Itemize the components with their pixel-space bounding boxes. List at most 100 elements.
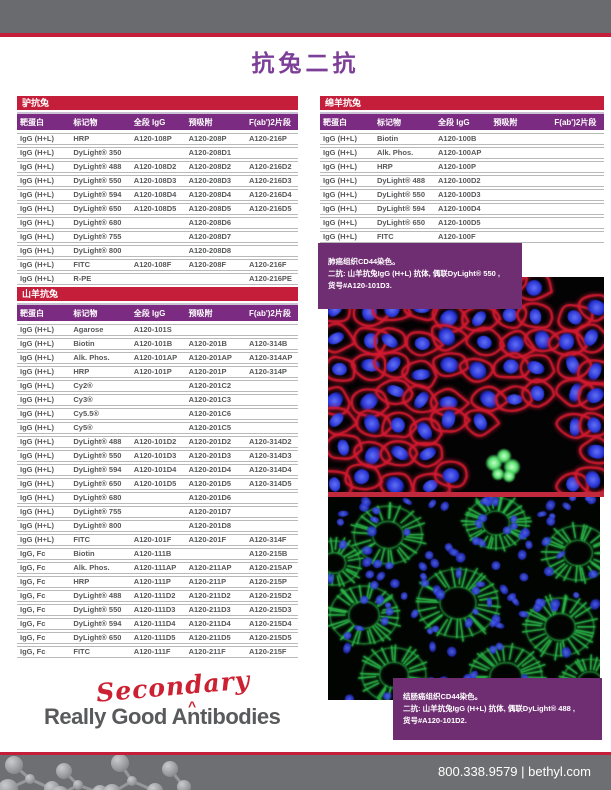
table-cell: IgG (H+L) bbox=[20, 325, 54, 334]
table-cell: FITC bbox=[73, 535, 91, 544]
table-cell: A120-111B bbox=[133, 549, 172, 558]
table-row: IgG (H+L) FITC A120-108F A120-208F A120-216F bbox=[17, 259, 298, 271]
table-cell: A120-211F bbox=[188, 647, 226, 656]
table-cell: A120-108D5 bbox=[133, 204, 177, 213]
table-cell: DyLight® 550 bbox=[376, 190, 425, 199]
table-cell: A120-215D4 bbox=[248, 619, 292, 628]
table-cell: A120-314D5 bbox=[248, 479, 292, 488]
table-cell: HRP bbox=[73, 367, 90, 376]
table-cell: IgG (H+L) bbox=[323, 232, 357, 241]
logo-secondary-script: Secondary bbox=[95, 665, 252, 708]
table-cell: DyLight® 488 bbox=[73, 437, 122, 446]
caption-line: 二抗: 山羊抗兔IgG (H+L) 抗体, 偶联DyLight® 550 , bbox=[328, 269, 500, 278]
table-row: IgG (H+L) DyLight® 800 A120-208D8 bbox=[17, 245, 298, 257]
caption-line: 货号#A120-101D3. bbox=[328, 281, 392, 290]
column-header: 靶蛋白 bbox=[323, 117, 347, 127]
table-cell: A120-201C6 bbox=[188, 409, 232, 418]
table-cell: A120-211D3 bbox=[188, 605, 231, 614]
table-cell: A120-208D5 bbox=[188, 204, 232, 213]
table-cell: A120-211D4 bbox=[188, 619, 231, 628]
table-row: IgG (H+L) Cy3® A120-201C3 bbox=[17, 394, 298, 406]
table-cell: A120-208D4 bbox=[188, 190, 232, 199]
column-header: 标记物 bbox=[73, 117, 98, 127]
table-cell: IgG (H+L) bbox=[20, 423, 54, 432]
table-cell: FITC bbox=[73, 260, 91, 269]
table-row: IgG (H+L) DyLight® 488 A120-100D2 bbox=[320, 175, 604, 187]
table-cell: A120-101D4 bbox=[133, 465, 177, 474]
column-header: 全段 IgG bbox=[133, 117, 166, 127]
logo-main-text: Really Good Antibodies bbox=[44, 704, 281, 729]
table-cell: IgG, Fc bbox=[20, 605, 46, 614]
table-cell: A120-201P bbox=[188, 367, 227, 376]
table-cell: A120-101D2 bbox=[133, 437, 177, 446]
right-column: 绵羊抗兔 靶蛋白 标记物 全段 IgG 预吸附 F(ab')2片段 IgG (H+L) B… bbox=[318, 96, 604, 756]
table-cell: IgG (H+L) bbox=[323, 162, 357, 171]
table-row: IgG (H+L) DyLight® 594 A120-108D4 A120-208D… bbox=[17, 189, 298, 201]
table-cell: A120-201D7 bbox=[188, 507, 232, 516]
table-cell: IgG (H+L) bbox=[20, 260, 54, 269]
figure-caption-dylight488: 结肠癌组织CD44染色。 二抗: 山羊抗兔IgG (H+L) 抗体, 偶联DyL… bbox=[393, 678, 602, 740]
table-cell: R-PE bbox=[73, 274, 92, 283]
table-row: IgG (H+L) Agarose A120-101S bbox=[17, 324, 298, 336]
left-column: 驴抗兔 靶蛋白 标记物 全段 IgG 预吸附 F(ab')2片段 IgG (H+L) HR… bbox=[17, 96, 298, 660]
table-cell: A120-216D3 bbox=[248, 176, 292, 185]
table-row: IgG (H+L) Cy5® A120-201C5 bbox=[17, 422, 298, 434]
table-cell: Alk. Phos. bbox=[376, 148, 414, 157]
table-row: IgG (H+L) HRP A120-100P bbox=[320, 161, 604, 173]
table-row: IgG, Fc Biotin A120-111B A120-215B bbox=[17, 548, 298, 560]
table-row: IgG (H+L) DyLight® 800 A120-201D8 bbox=[17, 520, 298, 532]
table-cell: DyLight® 800 bbox=[73, 246, 122, 255]
table-cell: A120-100B bbox=[438, 134, 477, 143]
table-cell: Cy3® bbox=[73, 395, 93, 404]
table-cell: DyLight® 650 bbox=[73, 204, 122, 213]
table-cell: A120-201D5 bbox=[188, 479, 232, 488]
table-cell: A120-314AP bbox=[248, 353, 293, 362]
table-cell: DyLight® 594 bbox=[73, 619, 122, 628]
table-cell: A120-101AP bbox=[133, 353, 178, 362]
table-cell: A120-100D2 bbox=[438, 176, 481, 185]
table-cell: A120-211D5 bbox=[188, 633, 231, 642]
table-row: IgG (H+L) DyLight® 488 A120-101D2 A120-201D… bbox=[17, 436, 298, 448]
table-cell: A120-108P bbox=[133, 134, 172, 143]
table-cell: IgG (H+L) bbox=[20, 521, 54, 530]
table-cell: IgG (H+L) bbox=[20, 395, 54, 404]
table-row: IgG (H+L) Biotin A120-100B bbox=[320, 133, 604, 145]
fluorescence-image-red bbox=[328, 277, 604, 492]
table-cell: A120-101D3 bbox=[133, 451, 177, 460]
table-cell: DyLight® 550 bbox=[73, 176, 122, 185]
table-cell: IgG (H+L) bbox=[323, 204, 357, 213]
table-row: IgG, Fc Alk. Phos. A120-111AP A120-211AP A12… bbox=[17, 562, 298, 574]
table-cell: IgG, Fc bbox=[20, 591, 46, 600]
caption-line: 二抗: 山羊抗兔IgG (H+L) 抗体, 偶联DyLight® 488 , bbox=[403, 704, 575, 713]
table-cell: A120-215D2 bbox=[248, 591, 292, 600]
table-cell: IgG (H+L) bbox=[20, 353, 54, 362]
table-cell: A120-201AP bbox=[188, 353, 232, 362]
table-header-row: 靶蛋白 标记物 全段 IgG 预吸附 F(ab')2片段 bbox=[17, 112, 298, 130]
table-cell: IgG (H+L) bbox=[323, 190, 357, 199]
table-cell: DyLight® 680 bbox=[73, 493, 122, 502]
table-cell: A120-201D6 bbox=[188, 493, 232, 502]
table-cell: Cy5.5® bbox=[73, 409, 99, 418]
table-cell: IgG (H+L) bbox=[20, 190, 54, 199]
table-row: IgG (H+L) DyLight® 755 A120-201D7 bbox=[17, 506, 298, 518]
table-cell: A120-108D2 bbox=[133, 162, 177, 171]
table-cell: IgG, Fc bbox=[20, 577, 46, 586]
table-row: IgG (H+L) R-PE A120-216PE bbox=[17, 273, 298, 285]
table-row: IgG (H+L) HRP A120-101P A120-201P A120-314P bbox=[17, 366, 298, 378]
table-cell: A120-201F bbox=[188, 535, 227, 544]
table-row: IgG (H+L) DyLight® 594 A120-101D4 A120-201D… bbox=[17, 464, 298, 476]
table-cell: A120-208D8 bbox=[188, 246, 232, 255]
table-title-bar: 驴抗兔 bbox=[17, 96, 298, 110]
table-cell: DyLight® 650 bbox=[376, 218, 425, 227]
table-cell: IgG, Fc bbox=[20, 619, 46, 628]
table-row: IgG (H+L) Alk. Phos. A120-100AP bbox=[320, 147, 604, 159]
top-banner bbox=[0, 0, 611, 37]
table-cell: A120-111D4 bbox=[133, 619, 176, 628]
table-cell: A120-314D3 bbox=[248, 451, 292, 460]
table-cell: DyLight® 488 bbox=[73, 162, 122, 171]
table-cell: IgG (H+L) bbox=[20, 148, 54, 157]
table-cell: A120-201D3 bbox=[188, 451, 232, 460]
table-cell: Agarose bbox=[73, 325, 104, 334]
table-row: IgG, Fc DyLight® 488 A120-111D2 A120-211D2 A… bbox=[17, 590, 298, 602]
column-header: F(ab')2片段 bbox=[248, 308, 291, 318]
